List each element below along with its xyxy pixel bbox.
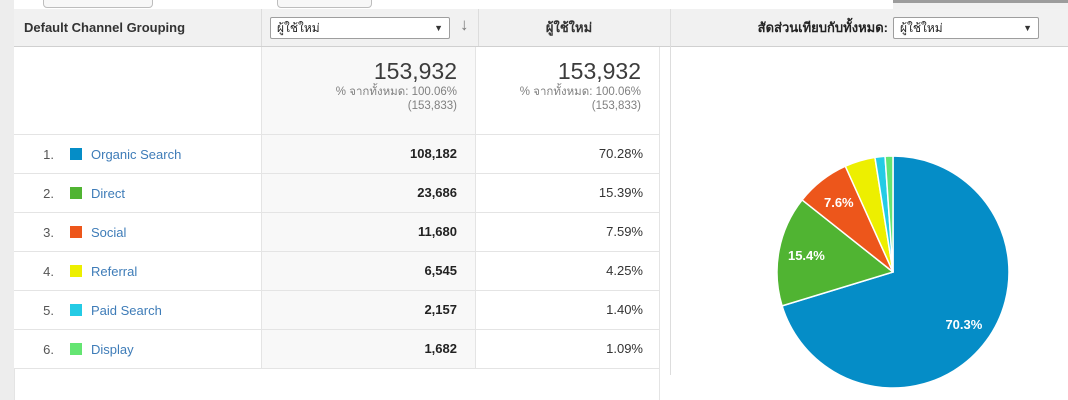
channels-table: 153,932 % จากทั้งหมด: 100.06% (153,833) …	[14, 47, 660, 400]
cropped-button-2[interactable]	[277, 0, 372, 8]
summary-metric2-total: 153,932	[557, 58, 641, 84]
metric-pct-cell: 7.59%	[476, 213, 660, 251]
table-row: 3. Social 11,680 7.59%	[14, 213, 660, 252]
channel-link[interactable]: Organic Search	[91, 146, 182, 162]
metric-value-cell: 108,182	[261, 135, 476, 173]
contribution-selector-value: ผู้ใช้ใหม่	[900, 21, 943, 35]
channel-link[interactable]: Direct	[91, 185, 125, 201]
top-cropped-controls	[14, 0, 1068, 9]
channel-color-swatch-icon	[70, 148, 82, 160]
channel-color-swatch-icon	[70, 304, 82, 316]
page-left-gutter	[0, 0, 14, 400]
channel-cell: 6. Display	[14, 330, 261, 368]
row-index: 4.	[43, 263, 54, 279]
summary-metric2-pct: % จากทั้งหมด: 100.06%	[519, 86, 641, 98]
channel-link[interactable]: Social	[91, 224, 127, 240]
channel-cell: 4. Referral	[14, 252, 261, 290]
pie-slice-label: 70.3%	[945, 317, 982, 332]
header-divider	[261, 9, 262, 46]
channel-link[interactable]: Paid Search	[91, 302, 162, 318]
channel-color-swatch-icon	[70, 226, 82, 238]
metric-value-cell: 1,682	[261, 330, 476, 368]
metric-value-cell: 2,157	[261, 291, 476, 329]
metric-pct-cell: 1.40%	[476, 291, 660, 329]
table-row: 1. Organic Search 108,182 70.28%	[14, 135, 660, 174]
metric-value-cell: 23,686	[261, 174, 476, 212]
row-index: 2.	[43, 185, 54, 201]
channel-link[interactable]: Display	[91, 341, 134, 357]
metric-selector-value: ผู้ใช้ใหม่	[277, 21, 320, 35]
table-row: 6. Display 1,682 1.09%	[14, 330, 660, 369]
dimension-column-header: Default Channel Grouping	[24, 20, 186, 35]
chart-panel-divider	[670, 9, 671, 375]
metric-selector-dropdown[interactable]: ผู้ใช้ใหม่ ▼	[270, 17, 450, 39]
metric-pct-cell: 70.28%	[476, 135, 660, 173]
table-row: 4. Referral 6,545 4.25%	[14, 252, 660, 291]
row-index: 6.	[43, 341, 54, 357]
channels-pie-chart[interactable]: 70.3% 15.4% 7.6%	[773, 152, 1013, 392]
pie-slice-direct[interactable]	[776, 199, 894, 307]
channel-cell: 1. Organic Search	[14, 135, 261, 173]
chevron-down-icon: ▼	[434, 23, 443, 33]
table-row: 5. Paid Search 2,157 1.40%	[14, 291, 660, 330]
metric-pct-cell: 4.25%	[476, 252, 660, 290]
metric-pct-cell: 15.39%	[476, 174, 660, 212]
row-index: 1.	[43, 146, 54, 162]
summary-metric1-pct: % จากทั้งหมด: 100.06%	[335, 86, 457, 98]
table-header-band: Default Channel Grouping ผู้ใช้ใหม่ ▼ ↓ …	[14, 9, 1068, 47]
metric-value-cell: 11,680	[261, 213, 476, 251]
summary-empty-cell	[14, 47, 261, 134]
pie-slice-label: 7.6%	[824, 195, 854, 210]
summary-metric1-cell: 153,932 % จากทั้งหมด: 100.06% (153,833)	[261, 47, 476, 134]
sort-descending-icon[interactable]: ↓	[460, 15, 469, 34]
metric-pct-cell: 1.09%	[476, 330, 660, 368]
row-index: 5.	[43, 302, 54, 318]
table-row: 2. Direct 23,686 15.39%	[14, 174, 660, 213]
header-divider	[478, 9, 479, 46]
channel-link[interactable]: Referral	[91, 263, 138, 279]
channel-color-swatch-icon	[70, 265, 82, 277]
summary-row: 153,932 % จากทั้งหมด: 100.06% (153,833) …	[14, 47, 660, 135]
channel-cell: 3. Social	[14, 213, 261, 251]
table-footer-row	[14, 369, 660, 400]
contribution-label: สัดส่วนเทียบกับทั้งหมด:	[757, 20, 888, 35]
metric-value-cell: 6,545	[261, 252, 476, 290]
summary-metric2-baseline: (153,833)	[591, 100, 641, 112]
table-rows: 1. Organic Search 108,182 70.28% 2. Direct 23,…	[14, 135, 660, 369]
summary-metric1-total: 153,932	[373, 58, 457, 84]
summary-metric2-cell: 153,932 % จากทั้งหมด: 100.06% (153,833)	[476, 47, 660, 134]
pie-slice-label: 15.4%	[788, 248, 825, 263]
chevron-down-icon: ▼	[1023, 23, 1032, 33]
cropped-button-1[interactable]	[43, 0, 153, 8]
summary-metric1-baseline: (153,833)	[407, 100, 457, 112]
pie-slice-organic-search[interactable]	[781, 155, 1010, 389]
channel-color-swatch-icon	[70, 343, 82, 355]
contribution-selector-dropdown[interactable]: ผู้ใช้ใหม่ ▼	[893, 17, 1039, 39]
metric-column-header[interactable]: ผู้ใช้ใหม่	[545, 20, 593, 35]
channel-cell: 2. Direct	[14, 174, 261, 212]
cropped-control-right[interactable]	[893, 0, 1068, 9]
channel-cell: 5. Paid Search	[14, 291, 261, 329]
channel-color-swatch-icon	[70, 187, 82, 199]
row-index: 3.	[43, 224, 54, 240]
pie-slice-display[interactable]	[884, 155, 894, 273]
